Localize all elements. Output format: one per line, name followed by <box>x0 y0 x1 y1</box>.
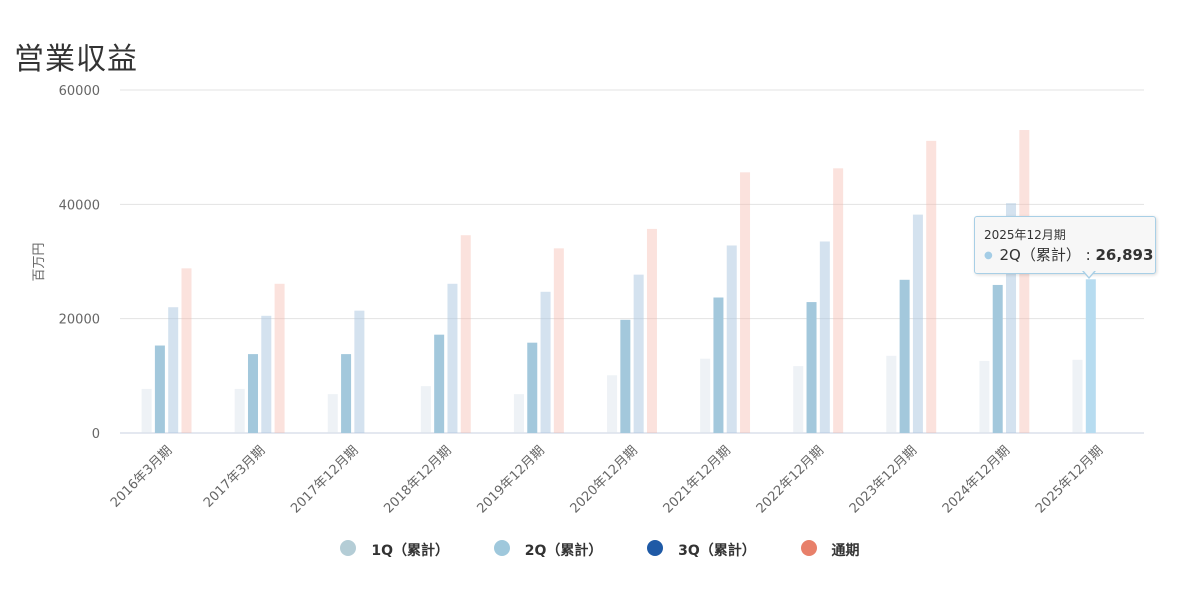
bar-annual <box>740 172 751 433</box>
bar-3q <box>540 291 551 433</box>
legend-item-2q[interactable]: 2Q（累計） <box>493 540 603 560</box>
legend-label-2q: 2Q（累計） <box>524 543 603 559</box>
x-tick-label: 2018年12月期 <box>381 443 454 516</box>
tooltip-value: 26,893 <box>1095 246 1154 264</box>
bar-2q <box>1085 279 1096 433</box>
legend-label-1q: 1Q（累計） <box>371 543 449 559</box>
legend-dot-2q <box>493 540 510 556</box>
bar-2q <box>341 354 352 433</box>
bar-1q <box>1072 359 1083 433</box>
y-tick-label: 40000 <box>59 198 100 213</box>
bar-3q <box>819 241 830 433</box>
x-tick-label: 2020年12月期 <box>568 443 641 516</box>
bar-3q <box>354 310 365 433</box>
bar-3q <box>261 315 272 433</box>
bar-2q <box>247 354 258 433</box>
bar-1q <box>513 394 524 433</box>
legend-item-3q[interactable]: 3Q（累計） <box>647 540 756 560</box>
legend-label-3q: 3Q（累計） <box>678 543 756 559</box>
legend-dot-annual <box>800 540 817 556</box>
bar-1q <box>979 360 990 433</box>
bar-2q <box>154 345 165 433</box>
bar-1q <box>234 388 245 433</box>
tooltip-title: 2025年12月期 <box>984 228 1066 242</box>
bar-annual <box>833 168 844 433</box>
bar-annual <box>181 268 192 433</box>
bar-2q <box>620 319 631 433</box>
tooltip-arrow-inner <box>1083 270 1095 277</box>
y-tick-label: 20000 <box>59 313 100 328</box>
x-tick-label: 2021年12月期 <box>661 443 734 516</box>
bar-2q <box>806 302 817 433</box>
bar-2q <box>992 284 1003 433</box>
bar-2q <box>527 342 538 433</box>
bar-1q <box>420 386 431 433</box>
bar-3q <box>1006 203 1017 433</box>
y-axis-label: 百万円 <box>32 242 47 281</box>
legend-dot-3q <box>647 540 664 556</box>
bar-2q <box>899 279 910 433</box>
bar-3q <box>633 274 644 433</box>
legend-label-annual: 通期 <box>831 543 860 559</box>
bar-1q <box>793 366 804 433</box>
bar-3q <box>726 245 737 433</box>
bar-annual <box>553 248 564 433</box>
y-tick-label: 60000 <box>59 84 100 99</box>
x-tick-label: 2017年3月期 <box>201 443 268 510</box>
page-title: 営業収益 <box>14 42 138 77</box>
bar-2q <box>713 297 724 433</box>
x-tick-label: 2016年3月期 <box>108 443 175 510</box>
bar-1q <box>327 394 338 433</box>
bar-annual <box>460 235 471 433</box>
legend-item-annual[interactable]: 通期 <box>800 540 860 560</box>
legend-item-1q[interactable]: 1Q（累計） <box>340 540 449 560</box>
tooltip-series: 2Q（累計） <box>999 246 1081 264</box>
legend: 1Q（累計） 2Q（累計） 3Q（累計） 通期 <box>0 540 1200 560</box>
bar-annual <box>646 228 657 433</box>
bar-annual <box>926 140 937 433</box>
x-tick-label: 2025年12月期 <box>1033 443 1106 516</box>
x-tick-label: 2022年12月期 <box>754 443 827 516</box>
bar-1q <box>607 375 618 433</box>
y-tick-label: 0 <box>92 427 100 442</box>
bar-1q <box>141 388 152 433</box>
bar-3q <box>912 214 923 433</box>
bar-annual <box>274 283 285 433</box>
bar-2q <box>434 334 445 433</box>
x-tick-label: 2023年12月期 <box>847 443 920 516</box>
bar-3q <box>168 307 179 433</box>
tooltip-dot-icon: ● <box>984 250 993 261</box>
bar-1q <box>886 355 897 433</box>
legend-dot-1q <box>340 540 357 556</box>
x-tick-label: 2024年12月期 <box>940 443 1013 516</box>
bar-1q <box>700 358 711 433</box>
x-tick-label: 2019年12月期 <box>474 443 547 516</box>
tooltip-row: ● 2Q（累計） : 26,893 <box>984 244 1153 265</box>
bar-3q <box>447 283 458 433</box>
x-tick-label: 2017年12月期 <box>288 443 361 516</box>
tooltip-separator: : <box>1085 246 1091 264</box>
bar-annual <box>1019 130 1030 433</box>
tooltip: 2025年12月期 ● 2Q（累計） : 26,893 <box>974 216 1156 274</box>
